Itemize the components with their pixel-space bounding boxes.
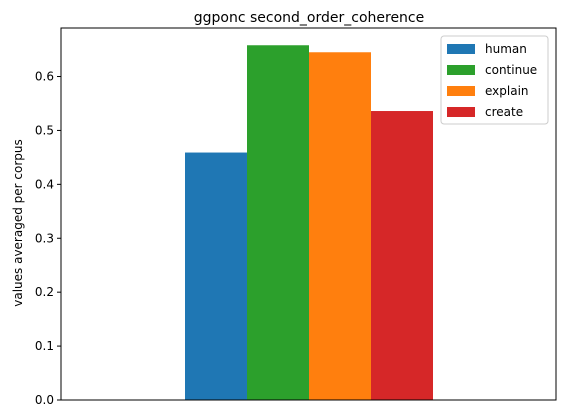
legend: human continue explain create (440, 35, 549, 125)
legend-label-continue: continue (485, 63, 537, 77)
chart-title: ggponc second_order_coherence (194, 10, 425, 26)
y-tick-label: 0.4 (35, 177, 54, 191)
y-tick-label: 0.1 (35, 339, 54, 353)
bar-human (185, 152, 247, 400)
y-tick-label: 0.3 (35, 231, 54, 245)
bar-explain (309, 52, 371, 401)
legend-swatch-explain (447, 86, 475, 96)
bar-continue (247, 45, 309, 401)
plot-frame (60, 27, 557, 401)
legend-swatch-create (447, 107, 475, 117)
legend-swatch-human (447, 44, 475, 54)
legend-label-explain: explain (485, 84, 529, 98)
y-axis-label: values averaged per corpus (11, 139, 25, 307)
y-tick-label: 0.2 (35, 285, 54, 299)
legend-label-human: human (485, 42, 527, 56)
legend-label-create: create (485, 105, 523, 119)
y-tick-label: 0.6 (35, 70, 54, 84)
y-axis: 0.0 0.1 0.2 0.3 0.4 0.5 0.6 (35, 70, 61, 407)
legend-swatch-continue (447, 65, 475, 75)
bar-create (371, 111, 433, 400)
bars-group (185, 45, 433, 401)
y-tick-label: 0.5 (35, 123, 54, 137)
y-tick-label: 0.0 (35, 393, 54, 407)
legend-box (440, 35, 549, 125)
